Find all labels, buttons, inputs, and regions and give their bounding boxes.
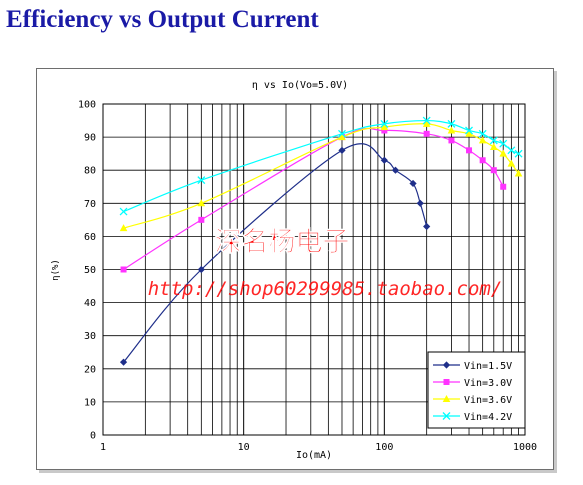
data-point [381,127,388,134]
legend-label: Vin=1.5V [464,361,512,372]
data-point [478,129,487,138]
y-tick-label: 50 [84,265,96,276]
watermark-url: http://shop60299985.taobao.com/ [148,278,503,300]
data-point [447,119,456,128]
page-heading: Efficiency vs Output Current [6,6,319,33]
y-tick-label: 70 [84,199,96,210]
series-4 [119,116,523,216]
x-marker-stroke [514,149,523,158]
y-tick-label: 10 [84,397,96,408]
y-tick-label: 0 [90,431,96,442]
legend-marker [442,395,451,402]
data-point [197,265,205,274]
legend-label: Vin=3.6V [464,395,512,406]
x-marker-stroke [197,176,206,185]
data-point [422,116,431,125]
data-point [514,149,523,158]
x-marker-stroke [442,412,451,420]
chart-title: η vs Io(Vo=5.0V) [252,80,348,91]
data-point [465,129,473,137]
legend-label: Vin=4.2V [464,412,512,423]
data-point [198,216,205,223]
data-point [490,167,497,174]
data-point [448,137,455,144]
legend-marker [442,412,451,420]
y-tick-label: 60 [84,232,96,243]
y-tick-label: 30 [84,331,96,342]
x-tick-label: 1 [100,442,106,453]
data-point [391,166,400,174]
x-marker-stroke [465,126,473,135]
data-point [499,139,508,148]
data-point [422,119,431,127]
series-1 [119,143,431,366]
x-marker-stroke [119,207,128,216]
data-point [119,207,128,216]
data-point [120,266,127,273]
data-point [409,179,417,188]
data-point [465,126,473,135]
data-point [489,143,498,151]
y-tick-label: 100 [78,100,96,111]
x-tick-label: 100 [375,442,393,453]
data-point [499,149,508,157]
x-marker-stroke [380,119,389,128]
x-marker-stroke [499,139,508,148]
x-marker-stroke [422,116,431,125]
legend-marker [443,379,450,385]
data-point [423,222,431,231]
data-point [119,358,128,366]
y-tick-label: 20 [84,364,96,375]
data-point [447,126,456,134]
data-point [423,130,430,137]
data-point [119,224,128,232]
data-point [466,147,473,154]
data-point [197,176,206,185]
y-tick-label: 40 [84,298,96,309]
x-marker-stroke [489,136,498,145]
data-point [197,199,206,207]
data-point [338,129,346,138]
watermark-name: 深名杨电子 [215,226,350,258]
watermark: 深名杨电子 http://shop60299985.taobao.com/ [148,226,503,300]
series-3 [119,119,523,232]
legend: Vin=1.5V Vin=3.0V Vin=3.6V Vin=4.2V [427,351,526,429]
data-point [478,136,487,144]
data-point [380,123,389,131]
data-point [479,157,486,164]
data-point [338,146,346,154]
x-marker-stroke [507,146,516,155]
y-axis-label: η(%) [51,259,61,281]
plot-border [102,103,526,436]
data-point [338,133,346,141]
x-marker-stroke [338,129,346,138]
y-tick-label: 90 [84,133,96,144]
y-tick-label: 80 [84,166,96,177]
data-point [380,119,389,128]
legend-label: Vin=3.0V [464,378,512,389]
data-point [500,183,507,190]
tick-labels: 1 10 100 1000 0 10 20 30 40 50 60 70 80 90 100 [78,100,537,454]
series-group [119,116,523,366]
x-tick-label: 1000 [513,442,537,453]
data-point [514,169,523,177]
data-point [380,156,388,164]
x-axis-label: Io(mA) [296,450,332,461]
x-tick-label: 10 [238,442,250,453]
data-point [507,146,516,155]
data-point [507,159,516,167]
data-point [489,136,498,145]
x-marker-stroke [478,129,487,138]
x-marker-stroke [447,119,456,128]
legend-marker [442,361,451,369]
data-point [416,199,424,207]
